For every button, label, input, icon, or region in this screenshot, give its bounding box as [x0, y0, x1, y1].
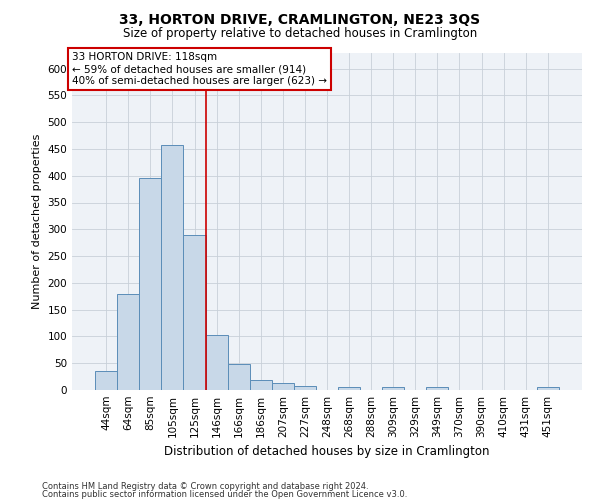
Bar	[161, 144, 184, 390]
Text: Contains public sector information licensed under the Open Government Licence v3: Contains public sector information licen…	[42, 490, 407, 499]
Text: 33, HORTON DRIVE, CRAMLINGTON, NE23 3QS: 33, HORTON DRIVE, CRAMLINGTON, NE23 3QS	[119, 12, 481, 26]
X-axis label: Distribution of detached houses by size in Cramlington: Distribution of detached houses by size …	[164, 446, 490, 458]
Bar	[184, 234, 206, 390]
Bar	[272, 383, 294, 390]
Text: 33 HORTON DRIVE: 118sqm
← 59% of detached houses are smaller (914)
40% of semi-d: 33 HORTON DRIVE: 118sqm ← 59% of detache…	[72, 52, 327, 86]
Bar	[250, 380, 272, 390]
Bar	[117, 294, 139, 390]
Bar	[227, 364, 250, 390]
Text: Contains HM Land Registry data © Crown copyright and database right 2024.: Contains HM Land Registry data © Crown c…	[42, 482, 368, 491]
Bar	[206, 335, 227, 390]
Bar	[427, 388, 448, 390]
Bar	[537, 388, 559, 390]
Bar	[338, 388, 360, 390]
Bar	[139, 178, 161, 390]
Text: Size of property relative to detached houses in Cramlington: Size of property relative to detached ho…	[123, 28, 477, 40]
Bar	[95, 371, 117, 390]
Bar	[382, 388, 404, 390]
Bar	[294, 386, 316, 390]
Y-axis label: Number of detached properties: Number of detached properties	[32, 134, 42, 309]
